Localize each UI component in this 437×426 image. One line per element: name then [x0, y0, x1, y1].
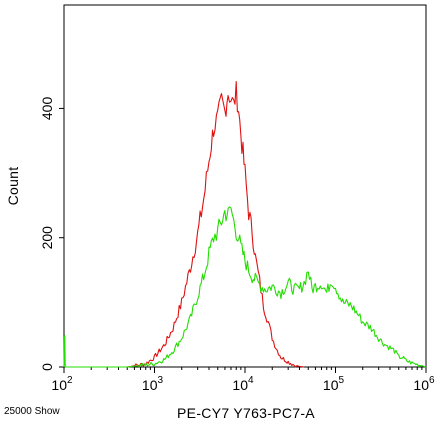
y-axis-title: Count [5, 167, 21, 206]
x-tick-label: 105 [323, 375, 345, 393]
x-tick-base: 10 [232, 377, 248, 393]
x-tick-exponent: 4 [248, 375, 254, 386]
x-tick-exponent: 2 [67, 375, 73, 386]
x-tick-base: 10 [142, 377, 158, 393]
y-tick-label: 400 [39, 97, 55, 121]
footer-note: 25000 Show [4, 406, 60, 417]
x-tick-base: 10 [323, 377, 339, 393]
x-tick-exponent: 5 [339, 375, 345, 386]
x-tick-label: 102 [51, 375, 73, 393]
series-1-line [63, 206, 427, 368]
y-axis: 0 200 400 [39, 97, 64, 371]
series-0-line [127, 81, 305, 368]
x-tick-base: 10 [51, 377, 67, 393]
x-tick-label: 103 [142, 375, 164, 393]
x-axis: 102 103 104 105 106 [51, 367, 435, 393]
y-tick-label: 200 [39, 226, 55, 250]
x-tick-exponent: 6 [429, 375, 435, 386]
y-tick-label: 0 [39, 363, 55, 371]
x-tick-label: 106 [413, 375, 435, 393]
x-tick-label: 104 [232, 375, 254, 393]
x-tick-exponent: 3 [158, 375, 164, 386]
x-tick-base: 10 [413, 377, 429, 393]
x-axis-title: PE-CY7 Y763-PC7-A [177, 405, 315, 421]
plot-frame [63, 4, 427, 368]
series-layer [63, 81, 427, 368]
